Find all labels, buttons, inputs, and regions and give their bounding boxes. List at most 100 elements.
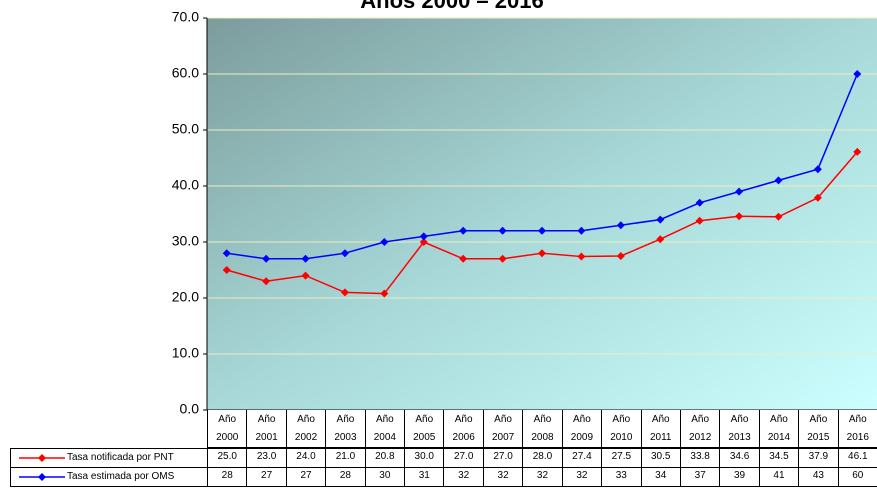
table-value: 60 (837, 467, 877, 487)
category-cell: Año 2009 (561, 410, 603, 448)
table-value: 20.8 (364, 448, 406, 468)
marker (301, 271, 310, 280)
category-cell: Año 2010 (601, 410, 642, 448)
marker (853, 147, 862, 156)
y-tick-label: 10.0 (172, 345, 199, 361)
table-value: 30.0 (404, 448, 445, 468)
marker (616, 252, 625, 260)
y-tick-label: 70.0 (172, 9, 199, 25)
category-cell: Año 2000 (207, 410, 248, 448)
marker (498, 226, 507, 235)
table-value: 46.1 (837, 448, 877, 468)
category-cell: Año 2007 (482, 410, 524, 448)
table-value: 27 (246, 467, 287, 487)
marker (774, 176, 783, 185)
table-value: 28 (325, 467, 366, 487)
marker (616, 221, 625, 230)
category-cell: Año 2011 (640, 410, 681, 448)
y-tick-label: 60.0 (172, 65, 199, 81)
marker (853, 70, 862, 78)
marker (222, 266, 231, 274)
table-value: 25.0 (207, 448, 248, 468)
marker (262, 254, 271, 263)
chart-title: Años 2000 – 2016 (360, 0, 543, 13)
marker (459, 226, 468, 235)
legend-swatch (19, 473, 65, 481)
table-value: 27.5 (601, 448, 642, 468)
marker (695, 198, 704, 207)
table-value: 32 (561, 467, 603, 487)
table-value: 41 (758, 467, 800, 487)
marker (656, 235, 665, 244)
table-value: 21.0 (325, 448, 366, 468)
marker (222, 249, 231, 258)
table-value: 30.5 (640, 448, 681, 468)
y-tick-label: 30.0 (172, 233, 199, 249)
table-value: 30 (364, 467, 406, 487)
marker (498, 254, 507, 263)
table-value: 24.0 (285, 448, 327, 468)
marker (538, 226, 546, 235)
y-tick-label: 0.0 (180, 401, 200, 417)
table-value: 27.4 (561, 448, 603, 468)
marker (419, 232, 428, 241)
marker (301, 254, 310, 263)
table-value: 32 (482, 467, 524, 487)
category-cell: Año 2012 (679, 410, 721, 448)
marker (735, 212, 744, 221)
category-cell: Año 2016 (837, 410, 877, 448)
table-value: 39 (719, 467, 760, 487)
category-cell: Año 2001 (246, 410, 287, 448)
category-cell: Año 2013 (719, 410, 760, 448)
marker (656, 215, 665, 224)
legend-swatch (19, 454, 65, 462)
table-value: 34.6 (719, 448, 760, 468)
table-value: 34.5 (758, 448, 800, 468)
marker (813, 193, 822, 202)
marker (577, 226, 586, 235)
y-tick-label: 20.0 (172, 289, 199, 305)
marker (380, 289, 389, 298)
marker (419, 238, 428, 246)
table-value: 23.0 (246, 448, 287, 468)
marker (340, 288, 349, 297)
category-cell: Año 2008 (522, 410, 563, 448)
table-value: 32 (522, 467, 563, 487)
marker (538, 249, 546, 258)
category-cell: Año 2014 (758, 410, 800, 448)
marker (813, 165, 822, 174)
table-value: 27.0 (443, 448, 484, 468)
marker (340, 249, 349, 258)
table-value: 43 (798, 467, 839, 487)
category-cell: Año 2005 (404, 410, 445, 448)
marker (774, 212, 783, 221)
table-value: 33.8 (679, 448, 721, 468)
marker (459, 254, 468, 263)
marker (380, 238, 389, 246)
y-tick-label: 40.0 (172, 177, 199, 193)
marker (695, 216, 704, 225)
table-value: 27 (285, 467, 327, 487)
table-value: 34 (640, 467, 681, 487)
legend-label: Tasa notificada por PNT (67, 452, 174, 463)
category-cell: Año 2006 (443, 410, 484, 448)
category-cell: Año 2003 (325, 410, 366, 448)
table-value: 31 (404, 467, 445, 487)
category-cell: Año 2004 (364, 410, 406, 448)
legend-cell: Tasa notificada por PNT (10, 448, 208, 468)
plot-area (207, 18, 877, 410)
marker (577, 252, 586, 261)
marker (262, 277, 271, 286)
table-value: 28 (207, 467, 248, 487)
legend-cell: Tasa estimada por OMS (10, 467, 208, 487)
legend-label: Tasa estimada por OMS (67, 471, 175, 482)
table-value: 37.9 (798, 448, 839, 468)
table-value: 33 (601, 467, 642, 487)
category-cell: Año 2002 (285, 410, 327, 448)
category-cell: Año 2015 (798, 410, 839, 448)
table-value: 27.0 (482, 448, 524, 468)
table-value: 28.0 (522, 448, 563, 468)
table-value: 37 (679, 467, 721, 487)
